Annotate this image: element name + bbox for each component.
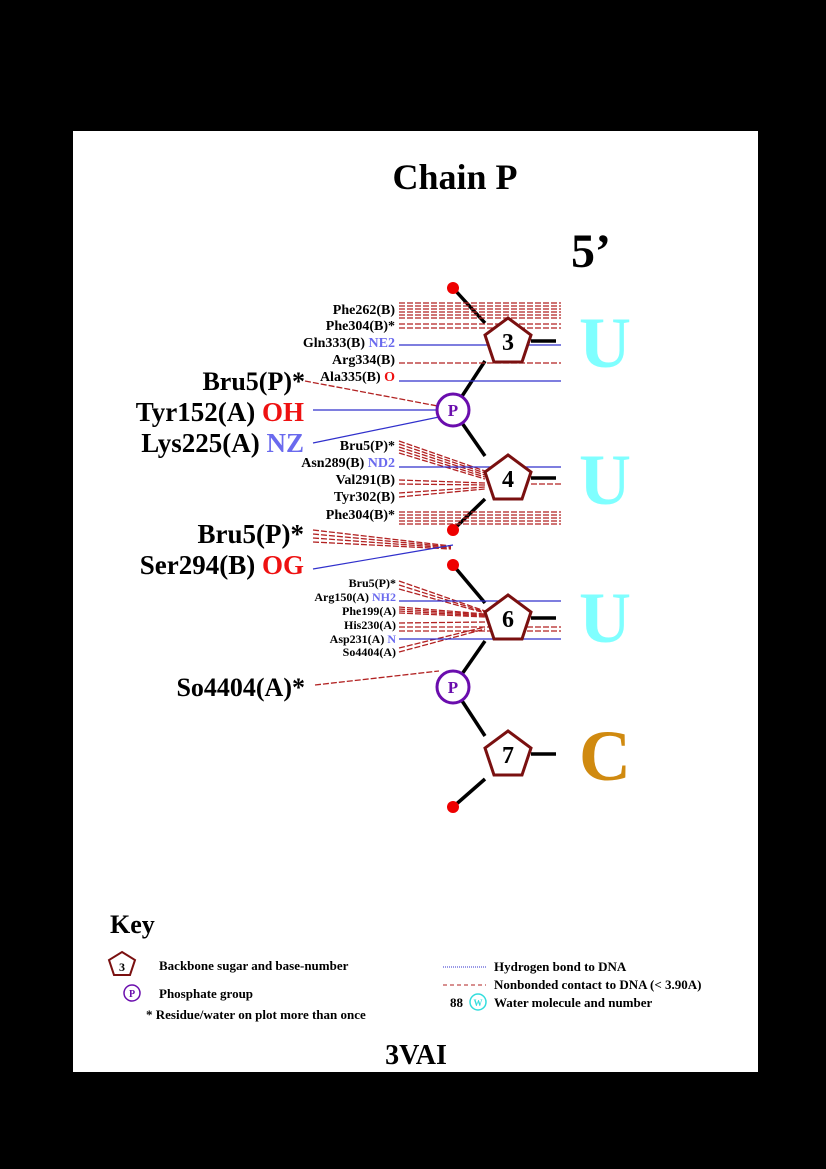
sugar-number: 7 [502,743,514,769]
legend-asterisk-text: * Residue/water on plot more than once [146,1007,366,1022]
residue-label: Ser294(B) OG [140,550,304,580]
sugar-number: 3 [502,330,514,356]
residue-label: Lys225(A) NZ [141,428,304,458]
legend-phosphate-symbol: P [123,984,141,1002]
svg-text:P: P [448,401,458,420]
residue-labels: Phe262(B) Phe304(B)* Gln333(B) NE2 Arg33… [136,303,397,702]
terminal-dot [447,524,459,536]
residue-label: Ala335(B) O [320,370,395,385]
phosphate-group: P [435,669,471,705]
legend-water-number: 88 [450,995,464,1010]
residue-label: Val291(B) [336,473,396,488]
legend-water-text: Water molecule and number [494,995,653,1010]
residue-label: Phe199(A) [342,604,396,618]
legend-phosphate-text: Phosphate group [159,986,253,1001]
residue-label: Asn289(B) ND2 [301,456,395,471]
contact-lines [304,302,561,686]
legend-heading: Key [110,910,155,939]
pdb-id: 3VAI [385,1040,447,1071]
terminal-dot [447,559,459,571]
base-letter: U [579,578,631,658]
sugar-number: 4 [502,467,514,493]
residue-label: So4404(A)* [176,673,305,702]
phosphate-group: P [435,392,471,428]
legend-hbond-text: Hydrogen bond to DNA [494,959,627,974]
svg-text:P: P [129,989,135,1000]
residue-label: Arg150(A) NH2 [314,590,396,604]
backbone [451,286,556,809]
residue-label: His230(A) [344,618,396,632]
nucleotide-7: 7 C [483,716,631,796]
legend-sugar-text: Backbone sugar and base-number [159,958,349,973]
svg-text:P: P [448,678,458,697]
legend-sugar-symbol: 3 [107,950,137,976]
svg-text:3: 3 [119,960,125,974]
terminal-dot [447,282,459,294]
residue-label: Tyr152(A) OH [136,397,304,427]
nucleotide-6: 6 U [483,578,631,658]
residue-label: Tyr302(B) [334,490,396,505]
residue-label: So4404(A) [343,645,396,659]
residue-label: Gln333(B) NE2 [303,336,395,351]
legend-nonbonded-text: Nonbonded contact to DNA (< 3.90A) [494,977,701,992]
nucleotide-3: 3 U [483,303,631,383]
residue-label: Arg334(B) [332,353,395,368]
base-letter: U [579,303,631,383]
chart-title: Chain P [392,157,517,197]
sugar-number: 6 [502,607,514,633]
five-prime-label: 5’ [571,225,611,278]
legend: Key 3 Backbone sugar and base-number P P… [107,910,701,1022]
residue-label: Bru5(P)* [202,367,305,396]
legend-water-symbol: W [469,993,487,1011]
base-letter: U [579,440,631,520]
nucleotide-4: 4 U [483,440,631,520]
residue-label: Phe304(B)* [326,319,395,334]
residue-label: Bru5(P)* [340,439,395,454]
residue-label: Asp231(A) N [330,632,397,646]
nucplot-diagram: Chain P 5’ [107,157,701,1071]
plot-page: Chain P 5’ [73,131,758,1072]
svg-text:W: W [474,998,483,1008]
residue-label: Phe262(B) [333,303,396,318]
residue-label: Phe304(B)* [326,508,395,523]
residue-label: Bru5(P)* [349,576,396,590]
base-letter: C [579,716,631,796]
terminal-dot [447,801,459,813]
residue-label: Bru5(P)* [198,519,304,549]
